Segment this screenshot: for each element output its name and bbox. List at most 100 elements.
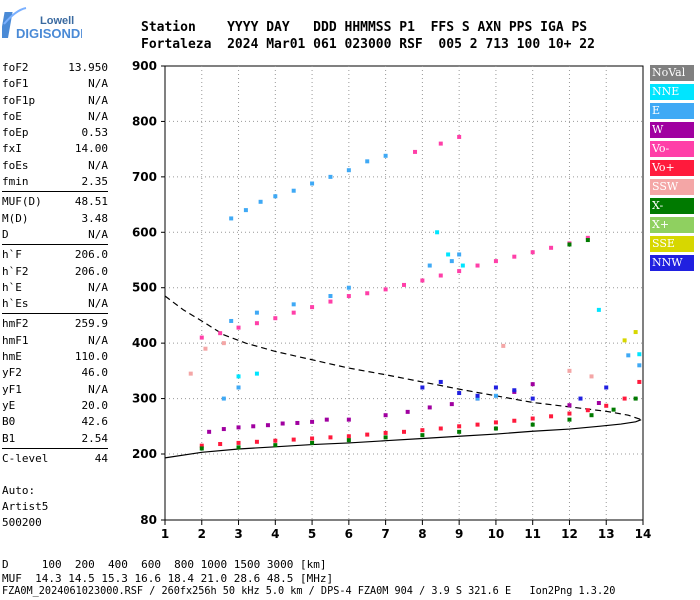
param-label: D <box>2 227 9 241</box>
data-point <box>438 379 443 384</box>
legend-item: X+ <box>650 217 694 233</box>
param-label: foE <box>2 109 22 123</box>
param-value: 48.51 <box>74 195 108 209</box>
data-point <box>383 435 388 440</box>
data-point <box>365 159 370 164</box>
header-line-2: Fortaleza 2024 Mar01 061 023000 RSF 005 … <box>141 37 595 52</box>
data-point <box>475 422 480 427</box>
data-point <box>243 208 248 213</box>
data-point <box>567 403 572 408</box>
data-point <box>254 371 259 376</box>
param-label: MUF(D) <box>2 195 42 209</box>
data-point <box>365 432 370 437</box>
data-point <box>637 379 642 384</box>
data-point <box>310 419 315 424</box>
x-tick-label: 8 <box>418 527 426 541</box>
data-point <box>457 429 462 434</box>
param-label: C-level <box>2 451 49 465</box>
param-label: M(D) <box>2 211 29 225</box>
legend-item: NoVal <box>650 65 694 81</box>
data-point <box>413 149 418 154</box>
data-point <box>218 442 223 447</box>
data-point <box>475 263 480 268</box>
data-point <box>438 426 443 431</box>
param-label: foEp <box>2 126 29 140</box>
data-point <box>420 278 425 283</box>
param-value: N/A <box>88 297 108 311</box>
data-point <box>203 346 208 351</box>
param-value: N/A <box>88 280 108 294</box>
data-point <box>254 439 259 444</box>
y-tick-label: 700 <box>132 170 157 184</box>
data-point <box>346 294 351 299</box>
param-row: yF2 46.0 <box>2 365 108 381</box>
legend: NoVal NNE E W Vo- Vo+ SSW X- X+ SSE NNW <box>650 65 694 274</box>
data-point <box>254 310 259 315</box>
data-point <box>438 273 443 278</box>
data-point <box>585 235 590 240</box>
param-value: 13.950 <box>68 61 108 74</box>
data-point <box>475 393 480 398</box>
param-row: foEp 0.53 <box>2 125 108 141</box>
param-label: h`E <box>2 280 22 294</box>
data-point <box>328 299 333 304</box>
data-point <box>633 396 638 401</box>
param-row: B1 2.54 <box>2 431 108 447</box>
param-label: B1 <box>2 431 16 445</box>
data-point <box>457 269 462 274</box>
data-point <box>633 330 638 335</box>
param-row: fxI 14.00 <box>2 141 108 157</box>
param-value: 20.0 <box>81 398 109 412</box>
x-tick-label: 10 <box>488 527 505 541</box>
data-point <box>236 374 241 379</box>
param-label: yF2 <box>2 366 22 380</box>
param-row: hmF2 259.9 <box>2 316 108 332</box>
param-separator <box>2 447 108 449</box>
data-point <box>567 368 572 373</box>
data-point <box>265 423 270 428</box>
data-point <box>383 413 388 418</box>
data-point <box>549 414 554 419</box>
x-tick-label: 1 <box>161 527 169 541</box>
data-point <box>328 435 333 440</box>
auto-label: Auto: <box>2 484 36 497</box>
y-tick-label: 500 <box>132 281 157 295</box>
data-point <box>207 429 212 434</box>
legend-item: Vo- <box>650 141 694 157</box>
data-point <box>567 411 572 416</box>
param-value: N/A <box>88 109 108 123</box>
param-row: B0 42.6 <box>2 414 108 430</box>
data-point <box>221 396 226 401</box>
param-row: fmin 2.35 <box>2 174 108 190</box>
param-value: 0.53 <box>81 126 109 140</box>
data-point <box>199 335 204 340</box>
legend-item: NNE <box>650 84 694 100</box>
param-label: h`F2 <box>2 264 29 278</box>
data-point <box>493 259 498 264</box>
data-point <box>383 153 388 158</box>
data-point <box>199 443 204 448</box>
legend-item: SSE <box>650 236 694 252</box>
data-point <box>295 420 300 425</box>
x-tick-label: 11 <box>524 527 541 541</box>
data-point <box>512 254 517 259</box>
data-point <box>346 438 351 443</box>
data-point <box>427 405 432 410</box>
x-tick-label: 12 <box>561 527 578 541</box>
param-label: fxI <box>2 142 22 156</box>
data-point <box>420 433 425 438</box>
data-point <box>365 291 370 296</box>
param-value: N/A <box>88 93 108 107</box>
plot-frame <box>164 65 644 521</box>
footer-file-info: FZA0M_2024061023000.RSF / 260fx256h 50 k… <box>2 586 616 597</box>
footer-distance: D 100 200 400 600 800 1000 1500 3000 [km… <box>2 558 327 571</box>
param-label: B0 <box>2 415 16 429</box>
param-label: yE <box>2 398 16 412</box>
param-value: 3.48 <box>81 211 109 225</box>
param-value: 14.00 <box>74 142 108 156</box>
data-point <box>449 259 454 264</box>
data-point <box>449 402 454 407</box>
param-value: 259.9 <box>74 317 108 331</box>
data-point <box>402 282 406 287</box>
data-point <box>346 434 351 439</box>
